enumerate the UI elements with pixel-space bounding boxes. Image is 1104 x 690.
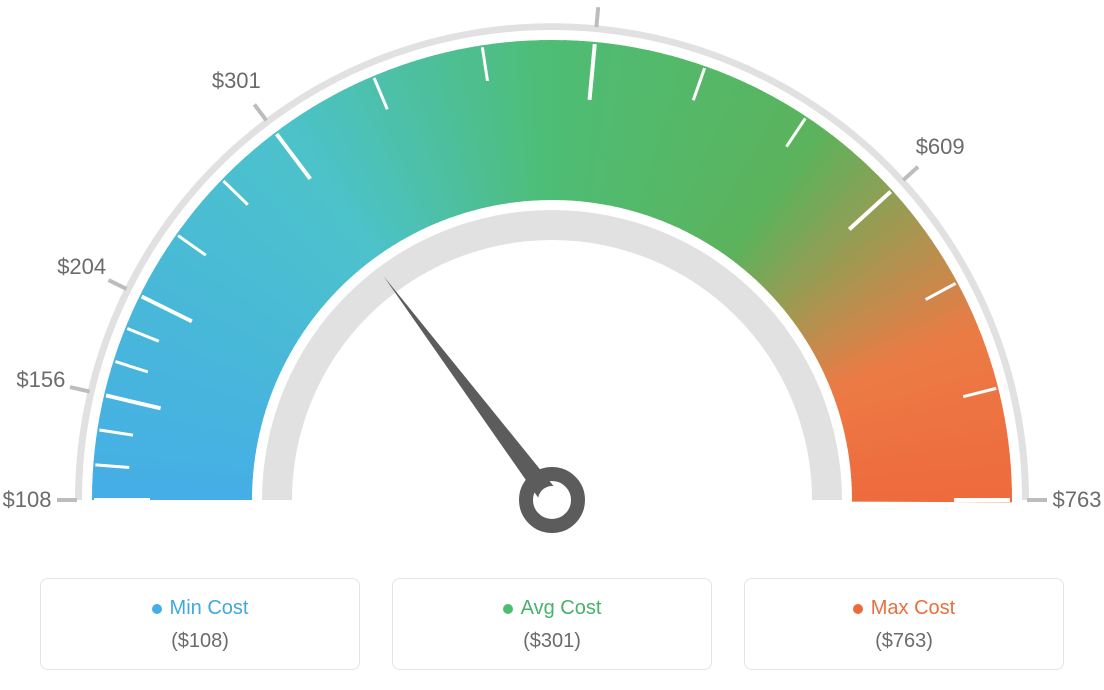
legend-title: Min Cost — [152, 597, 249, 620]
major-tick — [903, 167, 918, 180]
legend-title-text: Max Cost — [871, 597, 955, 620]
legend-row: Min Cost ($108) Avg Cost ($301) Max Cost ($76… — [0, 578, 1104, 670]
major-tick — [109, 280, 127, 289]
tick-label: $204 — [57, 254, 106, 280]
legend-card: Max Cost ($763) — [744, 578, 1064, 670]
cost-gauge: $108$156$204$301$455$609$763 — [0, 0, 1104, 560]
legend-dot-icon — [152, 604, 162, 614]
legend-card: Avg Cost ($301) — [392, 578, 712, 670]
needle-hub-inner — [538, 486, 566, 514]
tick-label: $301 — [212, 68, 261, 94]
tick-label: $156 — [16, 367, 65, 393]
major-tick — [596, 7, 598, 27]
tick-label: $108 — [3, 487, 52, 513]
legend-dot-icon — [853, 604, 863, 614]
tick-label: $763 — [1053, 487, 1102, 513]
major-tick — [70, 387, 89, 392]
gauge-color-arc — [92, 40, 1012, 502]
legend-dot-icon — [503, 604, 513, 614]
legend-card: Min Cost ($108) — [40, 578, 360, 670]
legend-title-text: Avg Cost — [521, 597, 602, 620]
gauge-svg — [0, 0, 1104, 560]
major-tick — [254, 104, 266, 120]
legend-value: ($763) — [755, 630, 1053, 653]
tick-label: $609 — [916, 134, 965, 160]
legend-value: ($301) — [403, 630, 701, 653]
legend-value: ($108) — [51, 630, 349, 653]
legend-title: Avg Cost — [503, 597, 602, 620]
gauge-needle — [384, 276, 560, 506]
legend-title-text: Min Cost — [170, 597, 249, 620]
legend-title: Max Cost — [853, 597, 955, 620]
